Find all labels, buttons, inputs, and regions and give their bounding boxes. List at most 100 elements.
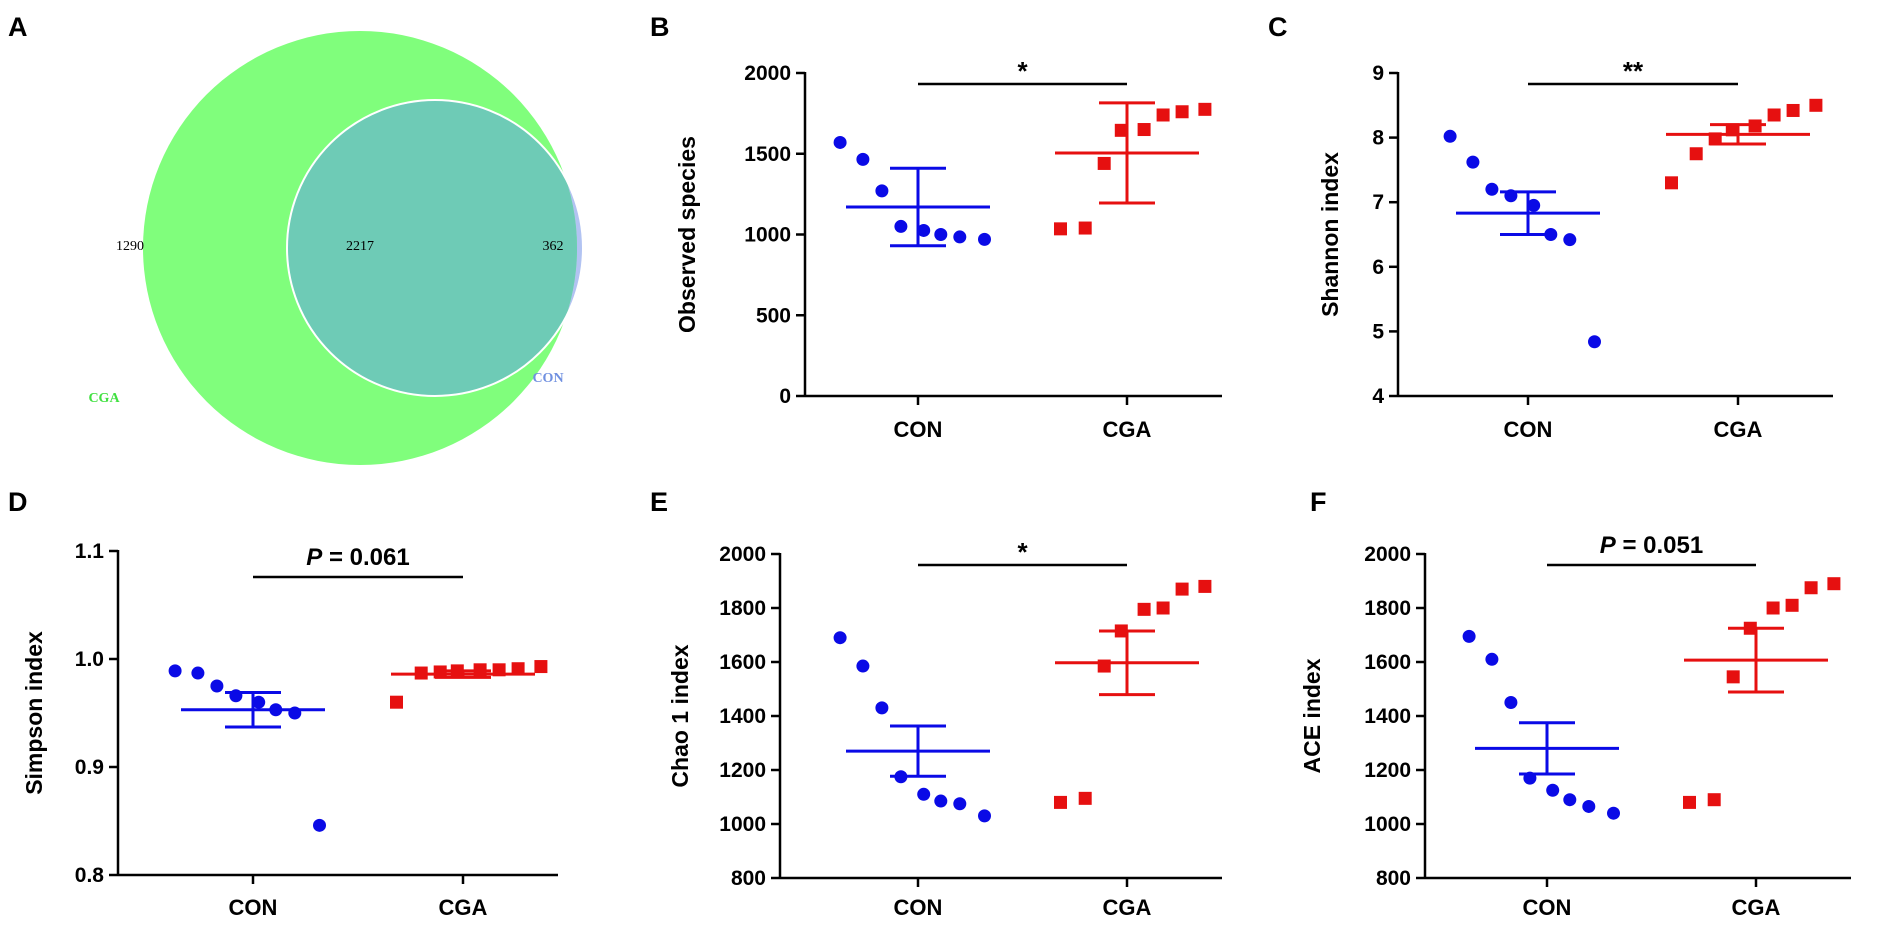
significance-stars: **	[1623, 56, 1644, 86]
y-axis-title: Simpson index	[21, 631, 47, 795]
y-tick-label: 1800	[719, 597, 766, 620]
x-tick-label-con: CON	[1504, 417, 1553, 442]
data-point-con	[1462, 629, 1476, 643]
data-point-con	[1527, 198, 1541, 212]
data-point-con	[934, 794, 948, 808]
data-point-cga	[1767, 108, 1781, 122]
data-point-con	[210, 679, 224, 693]
x-tick-label-cga: CGA	[1103, 417, 1152, 442]
data-point-cga	[1054, 222, 1067, 236]
data-point-cga	[1137, 123, 1151, 137]
data-point-cga	[1689, 147, 1703, 161]
data-point-cga	[1665, 176, 1678, 190]
data-point-con	[1485, 652, 1499, 666]
data-point-con	[313, 818, 326, 832]
data-point-cga	[1175, 582, 1189, 596]
dot-plots: B 0 500 1000 1500 2000 CON CGA Observed species *…	[8, 12, 1851, 920]
data-point-cga	[1156, 108, 1170, 122]
y-tick-label: 1500	[744, 143, 791, 166]
y-axis-title: ACE index	[1299, 658, 1325, 773]
y-tick-label: 6	[1372, 256, 1384, 279]
data-point-cga	[1198, 102, 1212, 116]
y-tick-label: 0	[779, 385, 791, 408]
x-tick-label-con: CON	[894, 417, 943, 442]
data-point-cga	[1809, 98, 1823, 112]
y-tick-label: 2000	[744, 62, 791, 85]
data-point-con	[978, 232, 991, 246]
y-tick-label: 1400	[1364, 705, 1411, 728]
venn-con-outline	[286, 99, 584, 397]
y-axis-title: Shannon index	[1317, 152, 1343, 317]
data-point-cga	[1766, 601, 1780, 615]
y-tick-label: 8	[1372, 127, 1384, 150]
y-axis-title: Observed species	[674, 136, 700, 333]
significance-stars: *	[1017, 56, 1028, 86]
data-point-con	[1466, 155, 1480, 169]
data-point-con	[934, 228, 948, 241]
p-symbol: P	[1600, 532, 1617, 559]
data-point-con	[917, 787, 931, 801]
panel-letter-B: B	[650, 12, 670, 42]
data-point-con	[1582, 799, 1596, 813]
panel-letter-C: C	[1268, 12, 1288, 42]
p-value-label: P = 0.061	[306, 544, 409, 571]
plot-panel-B: B 0 500 1000 1500 2000 CON CGA Observed species *	[650, 12, 1222, 442]
p-value: = 0.051	[1616, 532, 1703, 559]
data-point-con	[875, 701, 889, 715]
data-point-con	[252, 695, 266, 709]
data-point-con	[1563, 233, 1577, 247]
venn-con-label: CON	[532, 371, 563, 386]
y-tick-label: 5	[1372, 320, 1384, 343]
y-axis-title: Chao 1 index	[667, 644, 693, 787]
y-tick-label: 1200	[719, 759, 766, 782]
x-tick-label-con: CON	[229, 895, 278, 920]
venn-overlap-region	[287, 100, 577, 396]
x-tick-label-con: CON	[894, 895, 943, 920]
data-point-cga	[1683, 795, 1696, 809]
data-point-con	[1546, 783, 1560, 797]
data-point-con	[833, 135, 847, 149]
data-point-cga	[1078, 791, 1092, 805]
y-tick-label: 4	[1372, 385, 1384, 408]
y-tick-label: 1000	[744, 224, 791, 247]
data-point-cga	[1198, 579, 1212, 593]
y-tick-label: 500	[756, 304, 791, 327]
data-point-con	[833, 631, 847, 645]
data-point-con	[978, 809, 991, 823]
venn-overlap-count: 2217	[346, 239, 374, 254]
plot-panel-E: E 800 1000 1200 1400 1600 1800 2000 CON CGA Chao 1…	[650, 487, 1222, 920]
data-point-cga	[1175, 105, 1189, 119]
y-tick-label: 1400	[719, 705, 766, 728]
data-point-cga	[390, 695, 403, 709]
p-value-label: P = 0.051	[1600, 532, 1703, 559]
data-point-con	[1443, 129, 1457, 143]
y-tick-label: 0.8	[75, 864, 105, 887]
data-point-cga	[1827, 577, 1841, 591]
data-point-cga	[1097, 156, 1111, 170]
data-point-cga	[1114, 123, 1128, 137]
venn-panel: A 1290 2217 362 CGA CON	[8, 12, 584, 465]
data-point-cga	[1786, 103, 1800, 117]
data-point-cga	[1137, 602, 1151, 616]
panel-letter-F: F	[1310, 487, 1327, 517]
data-point-con	[953, 230, 967, 244]
data-point-con	[191, 666, 205, 680]
data-point-con	[1607, 806, 1620, 820]
y-tick-label: 1600	[719, 651, 766, 674]
data-point-cga	[1156, 601, 1170, 615]
data-point-con	[1485, 182, 1499, 196]
data-point-con	[894, 219, 908, 233]
data-point-cga	[1054, 795, 1067, 809]
data-point-cga	[1707, 793, 1721, 807]
data-point-con	[1588, 335, 1601, 349]
data-point-con	[875, 184, 889, 198]
y-tick-label: 1200	[1364, 759, 1411, 782]
x-tick-label-cga: CGA	[1732, 895, 1781, 920]
y-tick-label: 1000	[719, 813, 766, 836]
y-tick-label: 9	[1372, 62, 1384, 85]
x-tick-label-cga: CGA	[1714, 417, 1763, 442]
y-tick-label: 800	[1376, 867, 1411, 890]
data-point-con	[917, 223, 931, 237]
x-tick-label-cga: CGA	[439, 895, 488, 920]
plot-panel-F: F 800 1000 1200 1400 1600 1800 2000 CON CGA ACE in…	[1299, 487, 1851, 920]
